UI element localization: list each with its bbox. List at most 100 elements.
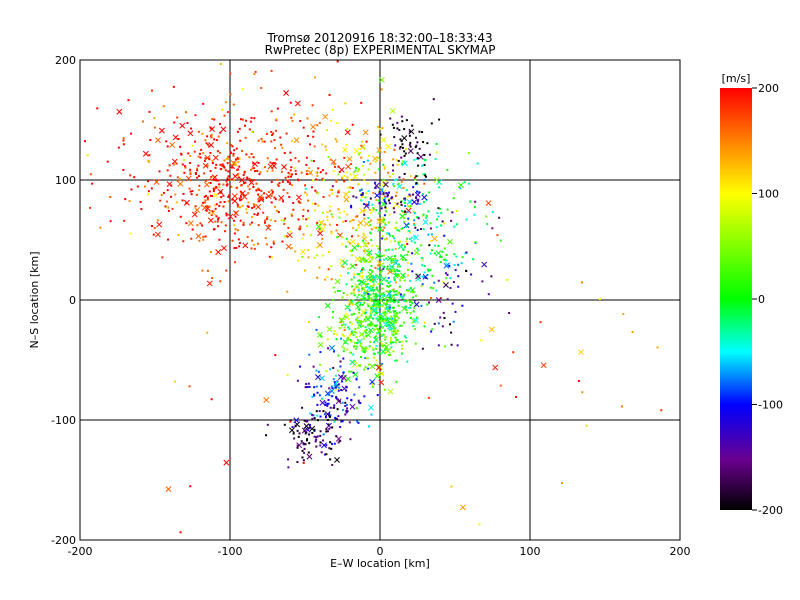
data-point: [443, 234, 446, 237]
data-point: [353, 360, 356, 363]
data-point: [283, 223, 286, 226]
data-point: [368, 209, 371, 212]
data-point: [89, 173, 92, 176]
data-point: [406, 230, 409, 233]
data-point: [414, 342, 417, 345]
data-point: [272, 132, 275, 135]
data-point: [435, 289, 438, 292]
data-point: [270, 201, 273, 204]
data-point-cross: [330, 158, 337, 165]
data-point-cross: [382, 181, 389, 188]
data-point: [326, 215, 329, 218]
data-point: [226, 157, 229, 160]
data-point: [377, 300, 380, 303]
data-point-cross: [318, 219, 325, 226]
data-point: [202, 151, 205, 154]
data-point: [227, 196, 230, 199]
data-point: [340, 388, 343, 391]
data-point: [396, 268, 399, 271]
data-point: [334, 416, 337, 419]
data-point: [385, 307, 388, 310]
data-point: [331, 387, 334, 390]
data-point-cross: [324, 302, 331, 309]
data-point: [375, 303, 378, 306]
data-point: [409, 306, 412, 309]
data-point: [325, 430, 328, 433]
data-point: [387, 276, 390, 279]
data-point: [428, 191, 431, 194]
data-point: [330, 278, 333, 281]
data-point: [264, 237, 267, 240]
data-point: [217, 218, 220, 221]
data-point: [387, 194, 390, 197]
data-point: [350, 330, 353, 333]
data-point: [387, 171, 390, 174]
data-point: [388, 328, 391, 331]
data-point: [214, 220, 217, 223]
data-point-cross: [422, 219, 429, 226]
data-point: [302, 233, 305, 236]
data-point: [398, 278, 401, 281]
data-point: [96, 107, 99, 110]
data-point: [365, 203, 368, 206]
data-point: [453, 253, 456, 256]
data-point: [362, 337, 365, 340]
data-point: [363, 282, 366, 285]
data-point: [465, 269, 468, 272]
data-point: [372, 300, 375, 303]
data-point: [430, 122, 433, 125]
data-point: [409, 304, 412, 307]
data-point: [394, 179, 397, 182]
data-point: [367, 190, 370, 193]
data-point: [260, 137, 263, 140]
data-point: [191, 228, 194, 231]
data-point-cross: [435, 297, 442, 304]
data-point: [332, 286, 335, 289]
data-point: [430, 249, 433, 252]
data-point: [341, 401, 344, 404]
x-tick-label: 200: [670, 545, 691, 558]
data-point: [345, 283, 348, 286]
data-point: [313, 386, 316, 389]
data-point-cross: [206, 280, 213, 287]
data-point: [129, 232, 132, 235]
data-point-cross: [326, 326, 333, 333]
data-point-cross: [294, 100, 301, 107]
data-point-cross: [324, 411, 331, 418]
data-point: [374, 186, 377, 189]
data-point: [316, 192, 319, 195]
data-point: [256, 212, 259, 215]
data-point: [338, 326, 341, 329]
data-point: [351, 219, 354, 222]
data-point: [305, 163, 308, 166]
data-point: [414, 299, 417, 302]
data-point: [313, 393, 316, 396]
data-point: [206, 331, 209, 334]
data-point-cross: [328, 345, 335, 351]
data-point: [148, 154, 151, 157]
data-point: [230, 185, 233, 188]
data-point: [401, 297, 404, 300]
data-point: [146, 193, 149, 196]
data-point: [345, 312, 348, 315]
data-point: [362, 160, 365, 163]
data-point: [351, 285, 354, 288]
data-point: [468, 182, 471, 185]
data-point: [418, 130, 421, 133]
data-point-cross: [378, 379, 385, 386]
data-point: [439, 261, 442, 264]
data-point: [423, 325, 426, 328]
data-point: [395, 380, 398, 383]
data-point: [250, 216, 253, 219]
data-point: [421, 347, 424, 350]
data-point: [286, 180, 289, 183]
data-point: [215, 179, 218, 182]
data-point: [374, 325, 377, 328]
data-point: [472, 258, 475, 261]
data-point: [147, 159, 150, 162]
data-point: [382, 191, 385, 194]
data-point: [331, 216, 334, 219]
data-point: [393, 314, 396, 317]
data-point: [403, 128, 406, 131]
data-point: [232, 103, 235, 106]
